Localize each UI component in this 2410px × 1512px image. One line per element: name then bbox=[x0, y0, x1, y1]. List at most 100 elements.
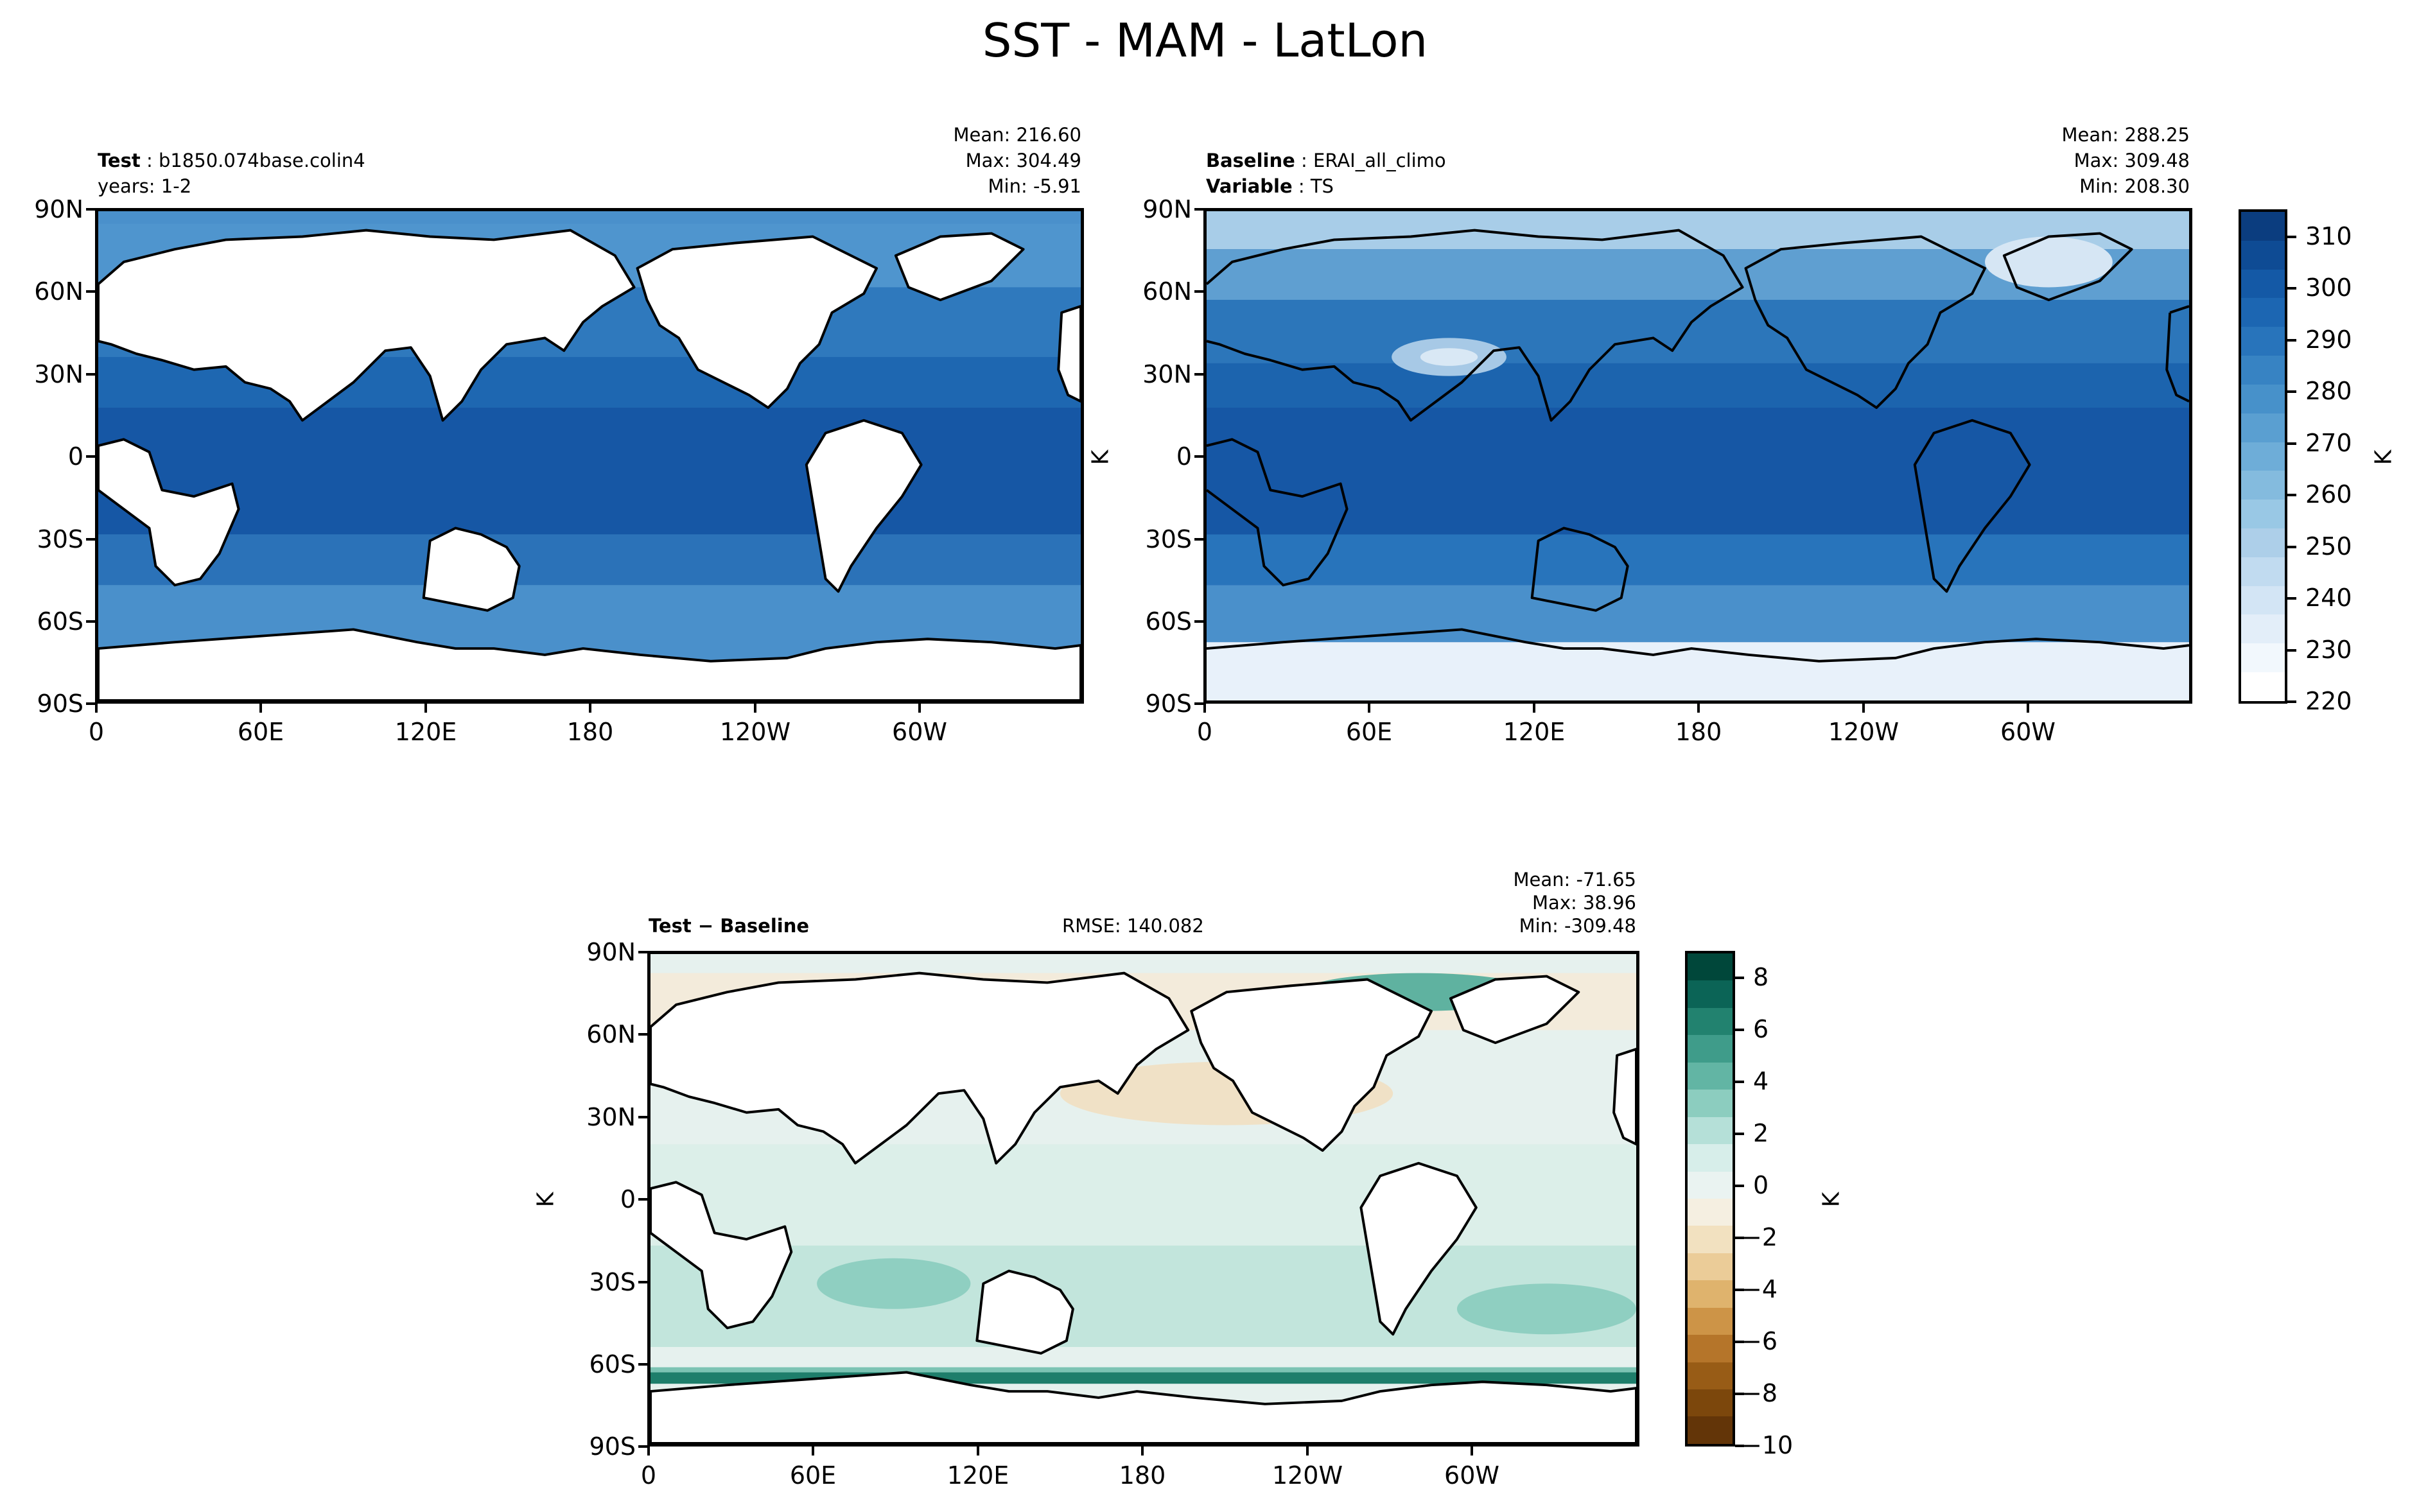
baseline-ylabel: 30S bbox=[1145, 525, 1192, 553]
baseline-ytick bbox=[1194, 208, 1203, 211]
baseline-xtick bbox=[2027, 704, 2029, 713]
colorbar-segment bbox=[2241, 298, 2285, 327]
baseline-yunit: K bbox=[1087, 449, 1114, 465]
test-xlabel: 0 bbox=[88, 718, 105, 746]
colorbar-segment bbox=[2241, 212, 2285, 241]
diff-ylabel: 60N bbox=[586, 1020, 636, 1048]
test-ylabel: 30N bbox=[34, 360, 83, 388]
diff-colorbar bbox=[1685, 951, 1735, 1447]
top-colorbar-tick bbox=[2287, 442, 2296, 445]
test-min: Min: -5.91 bbox=[988, 175, 1081, 197]
diff-ylabel: 60S bbox=[589, 1350, 636, 1378]
baseline-ytick bbox=[1194, 538, 1203, 541]
baseline-ytick bbox=[1194, 620, 1203, 623]
diff-colorbar-label: 0 bbox=[1753, 1171, 1769, 1199]
test-xlabel: 180 bbox=[566, 718, 614, 746]
top-colorbar-tick bbox=[2287, 700, 2296, 703]
test-xtick bbox=[754, 704, 756, 713]
top-colorbar-label: 260 bbox=[2305, 480, 2352, 508]
top-colorbar-label: 300 bbox=[2305, 274, 2352, 302]
top-colorbar-tick bbox=[2287, 546, 2296, 548]
baseline-variable-bold: Variable bbox=[1206, 175, 1293, 197]
diff-colorbar-tick bbox=[1735, 1081, 1744, 1083]
colorbar-segment bbox=[1688, 1117, 1733, 1145]
colorbar-segment bbox=[2241, 672, 2285, 701]
diff-colorbar-label: 6 bbox=[1753, 1015, 1769, 1043]
diff-colorbar-tick bbox=[1735, 1185, 1744, 1187]
top-colorbar-label: 280 bbox=[2305, 377, 2352, 405]
diff-label-bold: Test − Baseline bbox=[649, 915, 810, 937]
diff-xtick bbox=[1141, 1447, 1144, 1456]
top-colorbar-unit: K bbox=[2370, 449, 2397, 465]
baseline-ytick bbox=[1194, 455, 1203, 458]
colorbar-segment bbox=[1688, 1198, 1733, 1226]
colorbar-segment bbox=[1688, 1335, 1733, 1362]
test-xtick bbox=[424, 704, 427, 713]
diff-colorbar-tick bbox=[1735, 977, 1744, 979]
colorbar-segment bbox=[1688, 1280, 1733, 1308]
top-colorbar-tick bbox=[2287, 494, 2296, 496]
top-colorbar-label: 220 bbox=[2305, 687, 2352, 715]
diff-xtick bbox=[1306, 1447, 1309, 1456]
diff-ylabel: 30N bbox=[586, 1103, 636, 1131]
colorbar-segment bbox=[1688, 953, 1733, 981]
baseline-label-bold: Baseline bbox=[1206, 150, 1295, 171]
diff-colorbar-label: −4 bbox=[1742, 1275, 1778, 1303]
diff-yunit: K bbox=[532, 1192, 559, 1208]
test-ytick bbox=[86, 538, 95, 541]
diff-xlabel: 180 bbox=[1119, 1461, 1166, 1490]
diff-min: Min: -309.48 bbox=[1519, 915, 1636, 937]
colorbar-segment bbox=[1688, 1416, 1733, 1444]
diff-ytick bbox=[638, 1116, 647, 1118]
baseline-ylabel: 60S bbox=[1145, 607, 1192, 636]
top-colorbar-label: 290 bbox=[2305, 326, 2352, 354]
test-years: years: 1-2 bbox=[98, 175, 192, 197]
colorbar-segment bbox=[1688, 1226, 1733, 1253]
top-colorbar-label: 270 bbox=[2305, 429, 2352, 457]
baseline-ylabel: 90S bbox=[1145, 690, 1192, 718]
diff-ytick bbox=[638, 951, 647, 953]
diff-colorbar-unit: K bbox=[1818, 1192, 1845, 1208]
top-colorbar-tick bbox=[2287, 339, 2296, 342]
baseline-label-value: ERAI_all_climo bbox=[1313, 150, 1446, 171]
test-ytick bbox=[86, 702, 95, 705]
colorbar-segment bbox=[1688, 1389, 1733, 1417]
baseline-map bbox=[1203, 208, 2192, 704]
diff-xlabel: 120E bbox=[947, 1461, 1009, 1490]
diff-ylabel: 90S bbox=[589, 1432, 636, 1461]
baseline-xtick bbox=[1697, 704, 1700, 713]
colorbar-segment bbox=[1688, 1171, 1733, 1199]
colorbar-segment bbox=[2241, 528, 2285, 557]
test-label-value: b1850.074base.colin4 bbox=[158, 150, 365, 171]
test-map bbox=[95, 208, 1084, 704]
test-ytick bbox=[86, 208, 95, 211]
colorbar-segment bbox=[1688, 1144, 1733, 1172]
top-colorbar-label: 310 bbox=[2305, 222, 2352, 250]
top-colorbar-label: 240 bbox=[2305, 584, 2352, 612]
test-xtick bbox=[259, 704, 262, 713]
diff-colorbar-label: 4 bbox=[1753, 1067, 1769, 1095]
test-ylabel: 30S bbox=[37, 525, 83, 553]
colorbar-segment bbox=[2241, 586, 2285, 615]
baseline-ytick bbox=[1194, 290, 1203, 293]
diff-label: Test − Baseline bbox=[649, 913, 809, 939]
test-ytick bbox=[86, 455, 95, 458]
test-ytick bbox=[86, 620, 95, 623]
baseline-xlabel: 180 bbox=[1675, 718, 1722, 746]
colorbar-segment bbox=[1688, 1090, 1733, 1117]
test-ytick bbox=[86, 290, 95, 293]
colorbar-segment bbox=[1688, 1362, 1733, 1389]
diff-colorbar-tick bbox=[1735, 1133, 1744, 1135]
diff-xlabel: 60W bbox=[1444, 1461, 1499, 1490]
diff-xtick bbox=[1471, 1447, 1473, 1456]
colorbar-segment bbox=[2241, 413, 2285, 442]
top-colorbar-tick bbox=[2287, 287, 2296, 290]
baseline-mean: Mean: 288.25 bbox=[2061, 124, 2190, 146]
diff-xtick bbox=[647, 1447, 650, 1456]
test-ylabel: 60S bbox=[37, 607, 83, 636]
test-ylabel: 90S bbox=[37, 690, 83, 718]
top-colorbar-tick bbox=[2287, 390, 2296, 393]
colorbar-segment bbox=[1688, 1253, 1733, 1281]
baseline-xlabel: 60W bbox=[2000, 718, 2056, 746]
